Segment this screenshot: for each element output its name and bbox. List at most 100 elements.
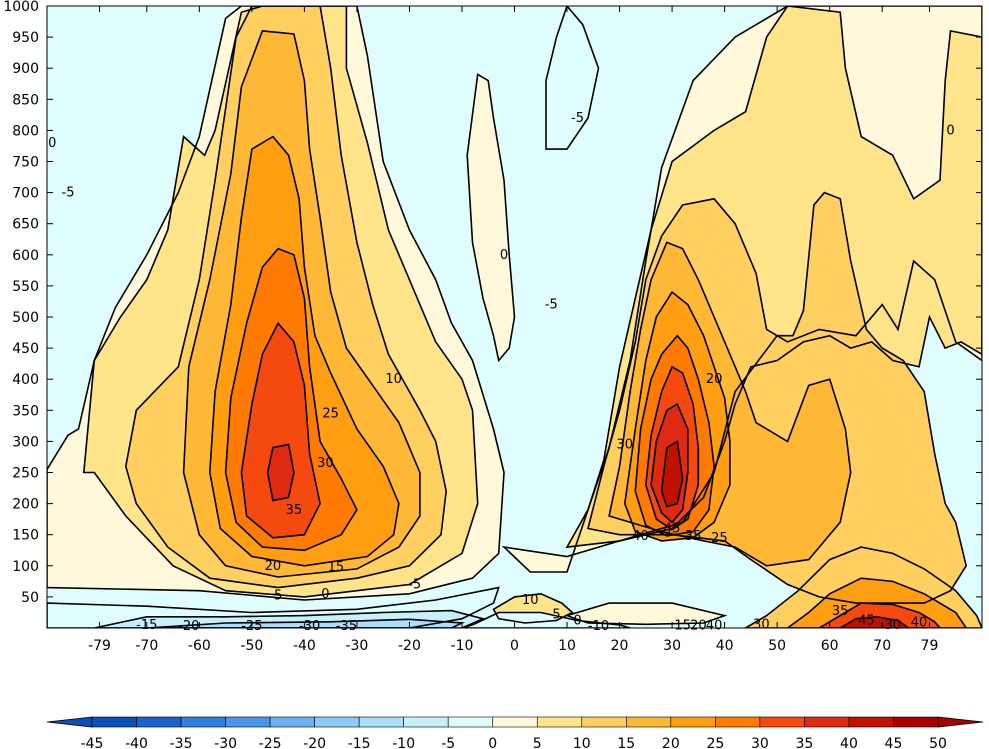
- x-tick-label: -20: [398, 638, 421, 654]
- x-tick-label: -10: [451, 638, 474, 654]
- contour-line: [501, 6, 982, 573]
- x-tick-label: 60: [821, 638, 839, 654]
- contour-line: [623, 290, 731, 542]
- contour-line: [817, 602, 942, 628]
- contour-label: -20: [178, 619, 199, 634]
- colorbar-label: -25: [259, 736, 282, 749]
- colorbar-label: -10: [392, 736, 415, 749]
- x-tick-label: 79: [921, 638, 939, 654]
- contour-label: 30: [617, 438, 634, 453]
- colorbar-swatch: [536, 716, 583, 728]
- colorbar-swatch: [715, 716, 761, 728]
- colorbar-swatch: [180, 716, 226, 728]
- contour-label: -10: [588, 619, 609, 634]
- contour-label: 0: [321, 587, 329, 602]
- colorbar-label: 5: [533, 736, 542, 749]
- contour-region: [241, 323, 321, 538]
- x-tick-label: 70: [873, 638, 891, 654]
- colorbar-swatch: [358, 716, 404, 728]
- contour-line: [786, 577, 968, 628]
- contour-line: [182, 30, 421, 578]
- contour-label: 45: [664, 521, 681, 536]
- y-tick-label: 1000: [3, 0, 39, 15]
- contour-label: 35: [286, 503, 303, 518]
- contour-label: 20: [690, 619, 707, 634]
- contour-label: 45: [858, 614, 875, 629]
- y-tick-label: 150: [12, 528, 39, 544]
- contour-line: [634, 334, 715, 537]
- contour-label: 15: [328, 560, 345, 575]
- colorbar: -45 -40 -35 -30 -25 -20 -15 -10 -5 0 5 10 15 20 25 30 35…: [46, 716, 984, 749]
- y-tick-label: 650: [12, 217, 39, 233]
- colorbar-swatch: [314, 716, 360, 728]
- colorbar-swatch: [626, 716, 672, 728]
- contour-line: [644, 365, 700, 531]
- contour-label: 40: [911, 615, 928, 630]
- contour-line: [492, 592, 574, 624]
- x-tick-label: 0: [510, 638, 519, 654]
- contour-label: 25: [322, 406, 339, 421]
- colorbar-swatch: [581, 716, 627, 728]
- x-tick-label: -40: [293, 638, 316, 654]
- colorbar-label: 30: [751, 736, 769, 749]
- contour-label: 40: [706, 619, 723, 634]
- x-tick-label: -60: [188, 638, 211, 654]
- x-tick-label: 40: [716, 638, 734, 654]
- x-tick-label: 10: [558, 638, 576, 654]
- contour-line: [240, 321, 321, 539]
- contour-line: [94, 609, 486, 628]
- y-tick-label: 600: [12, 248, 39, 264]
- y-tick-label: 700: [12, 186, 39, 202]
- colorbar-label: 15: [617, 736, 635, 749]
- contour-label: 0: [573, 614, 581, 629]
- contour-label: 10: [522, 593, 539, 608]
- x-tick-label: -50: [240, 638, 263, 654]
- x-tick-label: 30: [663, 638, 681, 654]
- colorbar-extend-max: [937, 716, 984, 728]
- contour-line: [146, 618, 466, 628]
- colorbar-swatch: [403, 716, 449, 728]
- contour-label: -5: [545, 298, 558, 313]
- contour-line: [608, 241, 852, 567]
- contour-region: [661, 441, 683, 507]
- y-tick-label: 850: [12, 92, 39, 108]
- y-tick-label: 200: [12, 497, 39, 513]
- colorbar-swatch: [759, 716, 805, 728]
- x-tick-label: -70: [135, 638, 158, 654]
- contour-lines: [47, 6, 982, 628]
- contour-region: [267, 444, 294, 501]
- colorbar-swatch: [848, 716, 894, 728]
- colorbar-label: 0: [488, 736, 497, 749]
- contour-label: 0: [500, 248, 508, 263]
- y-tick-label: 450: [12, 341, 39, 357]
- contour-line: [124, 6, 448, 589]
- colorbar-swatch: [447, 716, 494, 728]
- contour-line: [466, 73, 516, 363]
- contour-label: 5: [274, 589, 282, 604]
- x-tick-label: -30: [345, 638, 368, 654]
- x-tick-label: -79: [88, 638, 111, 654]
- contour-line: [208, 135, 400, 567]
- contour-line: [838, 615, 910, 628]
- contour-line: [82, 6, 479, 598]
- contour-label: -5: [571, 111, 584, 126]
- contour-line: [47, 6, 505, 601]
- contour-line: [224, 247, 358, 552]
- colorbar-label: 45: [885, 736, 903, 749]
- y-tick-label: 550: [12, 279, 39, 295]
- colorbar-extend-min: [46, 716, 93, 728]
- contour-region: [567, 603, 725, 625]
- colorbar-swatch: [136, 716, 182, 728]
- contour-label: 35: [832, 604, 849, 619]
- colorbar-label: -20: [303, 736, 326, 749]
- colorbar-swatch: [492, 716, 538, 728]
- colorbar-swatch: [91, 716, 137, 728]
- y-tick-label: 400: [12, 372, 39, 388]
- y-tick-label: 500: [12, 310, 39, 326]
- contour-label: 30: [317, 456, 334, 471]
- contour-label: 25: [711, 531, 728, 546]
- x-tick-label: 20: [611, 638, 629, 654]
- colorbar-label: 35: [796, 736, 814, 749]
- contour-label: -35: [336, 619, 357, 634]
